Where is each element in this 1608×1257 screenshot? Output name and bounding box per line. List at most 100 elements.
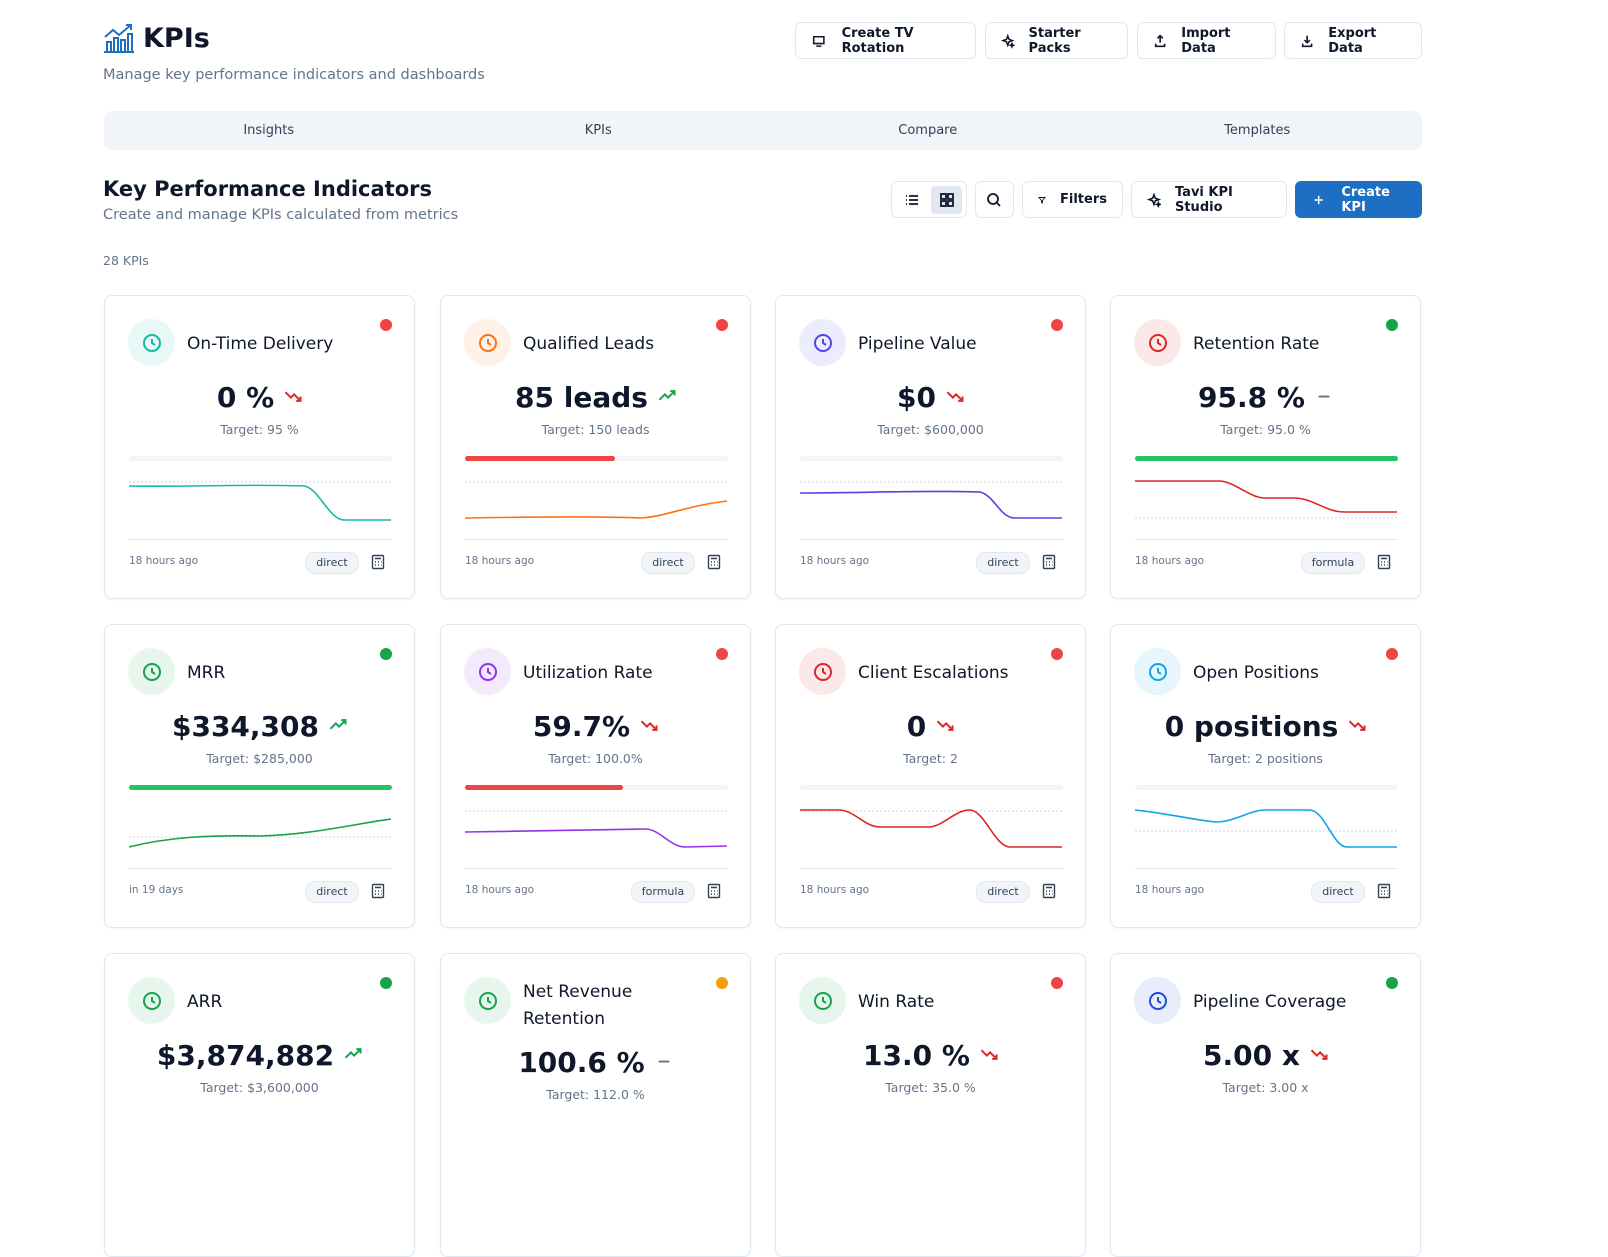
tab[interactable]: Templates (1224, 123, 1291, 138)
divider (465, 868, 728, 869)
calculator-icon[interactable] (707, 883, 721, 903)
updated-time: 18 hours ago (800, 555, 870, 567)
kpi-target: Target: 95 % (220, 422, 299, 437)
grid-view[interactable] (931, 185, 962, 214)
updated-time: 18 hours ago (1135, 555, 1205, 567)
progress-track (465, 785, 728, 790)
icon (1001, 33, 1015, 49)
calculator-icon[interactable] (1377, 554, 1391, 574)
kpi-card[interactable]: ARR $3,874,882 Target: $3,600,000 (104, 953, 415, 1257)
trend-icon (329, 717, 347, 736)
divider (800, 868, 1063, 869)
section-button[interactable]: Tavi KPI Studio (1131, 181, 1287, 218)
value-row: 0 (776, 710, 1085, 743)
value-row: 95.8 % (1111, 381, 1420, 414)
section-subtitle: Create and manage KPIs calculated from m… (103, 207, 459, 223)
sparkline (464, 476, 728, 530)
kpi-target: Target: 35.0 % (885, 1080, 976, 1095)
updated-time: in 19 days (129, 884, 184, 896)
kpi-logo (104, 24, 134, 53)
method-badge: direct (976, 552, 1030, 574)
value-row: 0 % (105, 381, 414, 414)
kpi-card[interactable]: Qualified Leads 85 leads Target: 150 leads… (440, 295, 751, 599)
page-title: KPIs (143, 23, 210, 54)
kpi-target: Target: 2 (903, 751, 958, 766)
search-button[interactable] (975, 181, 1014, 218)
kpi-card[interactable]: Client Escalations 0 Target: 2 18 hours ago… (775, 624, 1086, 928)
button-label: Starter Packs (1028, 25, 1081, 56)
divider (1135, 868, 1398, 869)
icon (1301, 35, 1313, 47)
value-row: 59.7% (441, 710, 750, 743)
value-row: 0 positions (1111, 710, 1420, 743)
progress-track (1135, 456, 1398, 461)
kpi-value: 0 (906, 710, 927, 743)
kpi-card[interactable]: Retention Rate 95.8 % Target: 95.0 % 18 hou… (1110, 295, 1421, 599)
kpi-icon (464, 319, 511, 366)
button-label: Create KPI (1341, 184, 1390, 215)
icon-glyph (813, 333, 832, 352)
header-button[interactable]: Import Data (1137, 22, 1276, 59)
value-row: $0 (776, 381, 1085, 414)
sparkline (128, 476, 392, 530)
section-button[interactable]: Filters (1022, 181, 1123, 218)
progress-fill (465, 785, 623, 790)
calculator-icon[interactable] (707, 554, 721, 574)
icon-glyph (813, 662, 832, 681)
tab[interactable]: KPIs (584, 123, 612, 138)
updated-time: 18 hours ago (465, 884, 535, 896)
method-badge: direct (1311, 881, 1365, 903)
kpi-card[interactable]: Open Positions 0 positions Target: 2 posit… (1110, 624, 1421, 928)
trend-icon (640, 717, 658, 736)
trend-icon (936, 717, 954, 736)
trend-icon (284, 388, 302, 407)
view-toggle[interactable] (891, 181, 967, 218)
kpi-value: 0 % (216, 381, 275, 414)
kpi-name: Retention Rate (1193, 334, 1320, 354)
calculator-icon[interactable] (371, 554, 385, 574)
status-dot (1051, 648, 1063, 660)
calculator-icon[interactable] (371, 883, 385, 903)
button-label: Import Data (1181, 25, 1231, 56)
divider (465, 539, 728, 540)
kpi-icon (799, 977, 846, 1024)
kpi-target: Target: $3,600,000 (200, 1080, 319, 1095)
header-button[interactable]: Starter Packs (985, 22, 1128, 59)
kpi-icon (799, 319, 846, 366)
kpi-card[interactable]: Win Rate 13.0 % Target: 35.0 % (775, 953, 1086, 1257)
header-button[interactable]: Create TV Rotation (795, 22, 976, 59)
calculator-icon[interactable] (1377, 883, 1391, 903)
kpi-card[interactable]: Pipeline Value $0 Target: $600,000 18 hours… (775, 295, 1086, 599)
kpi-card[interactable]: Utilization Rate 59.7% Target: 100.0% 18 ho… (440, 624, 751, 928)
icon (1147, 192, 1161, 208)
kpi-card[interactable]: Net Revenue Retention 100.6 % Target: 112.… (440, 953, 751, 1257)
kpi-card[interactable]: MRR $334,308 Target: $285,000 in 19 days dir… (104, 624, 415, 928)
icon-glyph (1148, 662, 1167, 681)
updated-time: 18 hours ago (465, 555, 535, 567)
value-row: 100.6 % (441, 1046, 750, 1079)
kpi-value: 95.8 % (1198, 381, 1305, 414)
progress-track (465, 456, 728, 461)
tab[interactable]: Insights (243, 123, 295, 138)
calculator-icon[interactable] (1042, 554, 1056, 574)
header-button[interactable]: Export Data (1284, 22, 1422, 59)
kpi-name: On-Time Delivery (187, 334, 334, 354)
icon-glyph (478, 991, 497, 1010)
icon-glyph (1148, 333, 1167, 352)
create-kpi-button[interactable]: Create KPI (1295, 181, 1422, 218)
kpi-value: 13.0 % (863, 1039, 970, 1072)
kpi-icon (1134, 319, 1181, 366)
kpi-card[interactable]: On-Time Delivery 0 % Target: 95 % 18 hours … (104, 295, 415, 599)
calculator-icon[interactable] (1042, 883, 1056, 903)
tab[interactable]: Compare (898, 123, 958, 138)
kpi-target: Target: 95.0 % (1220, 422, 1311, 437)
kpi-card[interactable]: Pipeline Coverage 5.00 x Target: 3.00 x (1110, 953, 1421, 1257)
progress-track (129, 456, 392, 461)
kpi-value: $334,308 (171, 710, 319, 743)
trend-icon (946, 388, 964, 407)
kpi-target: Target: $285,000 (206, 751, 313, 766)
icon-glyph (142, 333, 161, 352)
icon-glyph (478, 333, 497, 352)
trend-icon (658, 388, 676, 407)
list-view[interactable] (896, 186, 927, 214)
